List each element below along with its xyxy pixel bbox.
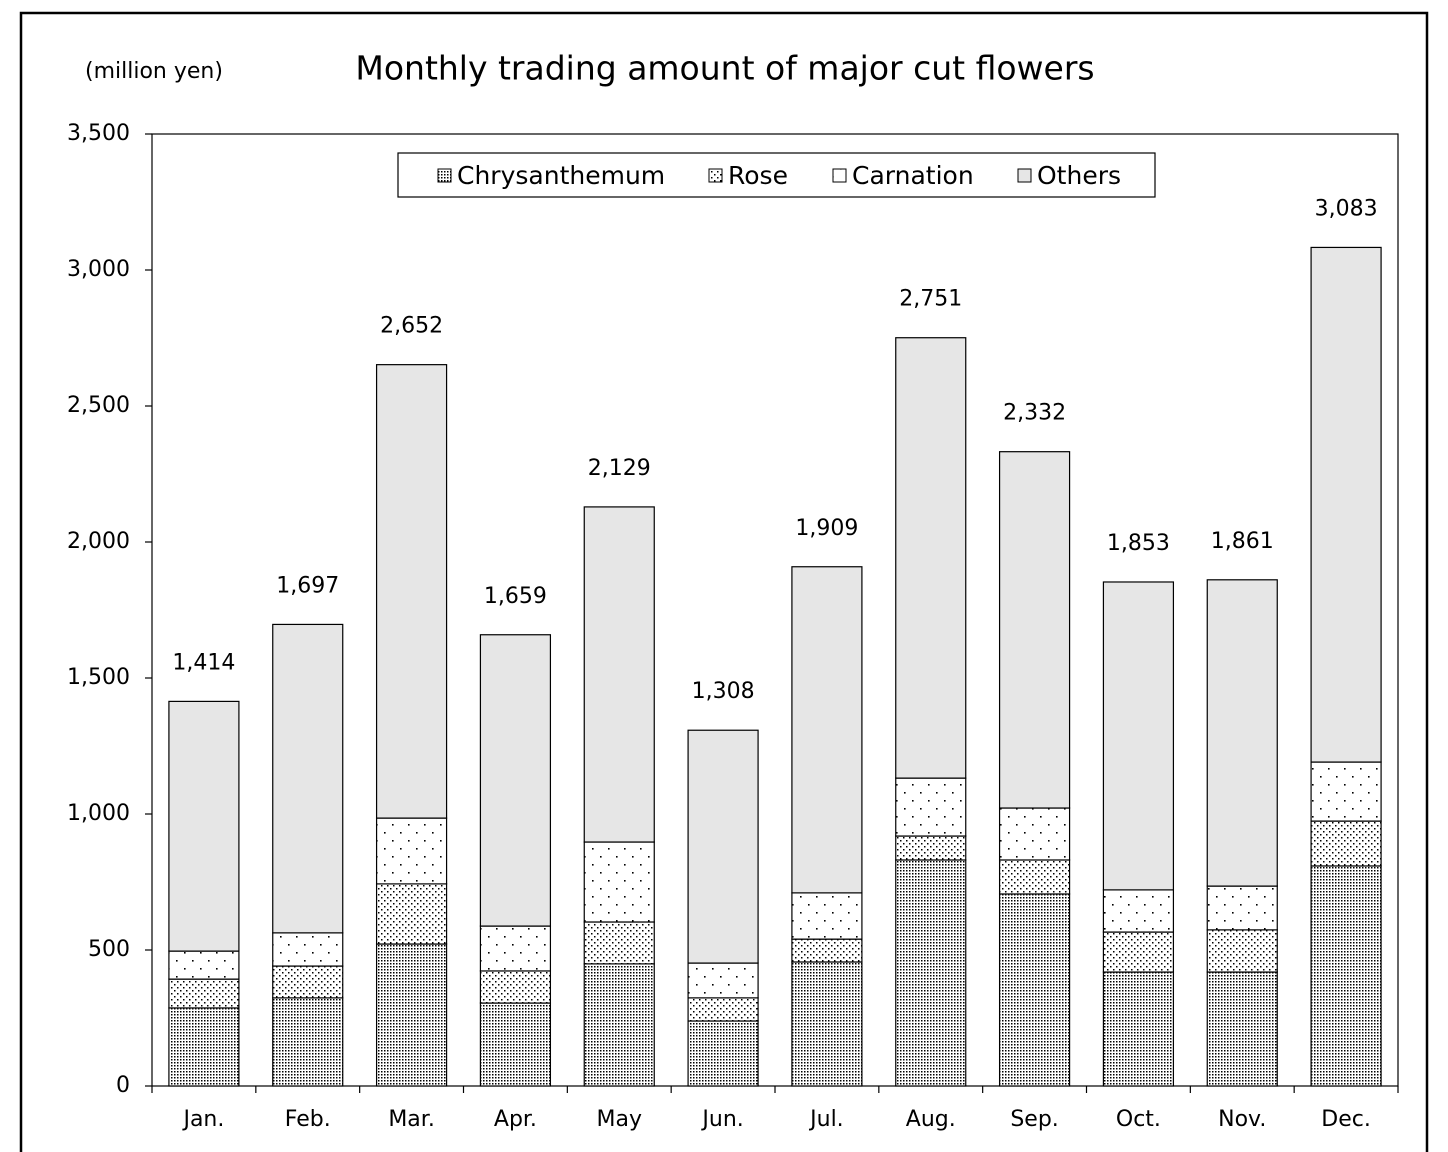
- x-tick-label: Oct.: [1116, 1107, 1161, 1132]
- bar-segment: [168, 1007, 240, 1087]
- chart-title: Monthly trading amount of major cut flow…: [355, 49, 1094, 88]
- bar-segment: [1310, 865, 1382, 1087]
- x-tick-label: Jan.: [181, 1107, 224, 1132]
- legend-swatch: [708, 168, 723, 183]
- bar-segment: [583, 921, 655, 965]
- legend-label: Chrysanthemum: [457, 161, 665, 190]
- total-label: 1,308: [692, 679, 755, 704]
- x-tick-label: Dec.: [1321, 1107, 1371, 1132]
- bar-segment: [168, 950, 240, 980]
- bar-segment: [1102, 971, 1175, 1087]
- bar-segment: [272, 623, 344, 934]
- bar-segment: [687, 997, 759, 1022]
- y-tick-label: 2,000: [67, 529, 130, 554]
- x-tick-label: Feb.: [285, 1107, 331, 1132]
- y-tick-label: 500: [88, 937, 130, 962]
- bar-segment: [998, 893, 1071, 1087]
- y-tick-label: 3,000: [67, 257, 130, 282]
- y-tick-label: 1,000: [67, 801, 130, 826]
- bar-segment: [168, 978, 240, 1009]
- y-unit: (million yen): [85, 59, 223, 84]
- total-label: 2,652: [380, 314, 443, 339]
- total-label: 1,659: [484, 584, 547, 609]
- total-label: 1,853: [1107, 531, 1170, 556]
- x-tick-label: Sep.: [1010, 1107, 1058, 1132]
- y-tick-label: 0: [116, 1073, 130, 1098]
- bar-segment: [895, 337, 967, 779]
- bar-segment: [375, 364, 448, 819]
- legend-swatch: [1017, 168, 1032, 183]
- bar-segment: [1310, 761, 1382, 822]
- bar-segment: [895, 859, 967, 1087]
- x-tick-label: Aug.: [906, 1107, 956, 1132]
- total-label: 1,414: [172, 650, 235, 675]
- bar-segment: [1206, 971, 1278, 1087]
- x-tick-label: May: [597, 1107, 642, 1132]
- total-label: 2,751: [899, 287, 962, 312]
- bar-segment: [791, 961, 863, 1087]
- bar-segment: [998, 451, 1071, 809]
- bar-segment: [583, 506, 655, 843]
- bar-segment: [1310, 246, 1382, 763]
- x-tick-label: Jul.: [808, 1107, 844, 1132]
- bar-segment: [998, 807, 1071, 861]
- total-label: 2,332: [1003, 401, 1066, 426]
- bar-segment: [998, 859, 1071, 895]
- total-label: 1,909: [795, 516, 858, 541]
- bar-segment: [583, 841, 655, 923]
- y-tick-label: 3,500: [67, 121, 130, 146]
- bar-segment: [272, 932, 344, 967]
- x-tick-label: Jun.: [700, 1107, 743, 1132]
- bar-segment: [583, 963, 655, 1087]
- total-label: 3,083: [1315, 196, 1378, 221]
- bar-segment: [272, 965, 344, 999]
- bar-segment: [687, 1020, 759, 1087]
- bar-segment: [168, 700, 240, 952]
- bar-segment: [1102, 581, 1175, 891]
- bar-segment: [791, 892, 863, 940]
- bar-segment: [479, 634, 552, 927]
- x-tick-label: Apr.: [494, 1107, 537, 1132]
- bar-segment: [1206, 929, 1278, 973]
- y-tick-label: 2,500: [67, 393, 130, 418]
- bar-segment: [791, 938, 863, 963]
- legend-swatch: [832, 168, 847, 183]
- bar-segment: [895, 835, 967, 861]
- bar-segment: [1206, 579, 1278, 887]
- bar-segment: [375, 883, 448, 945]
- total-label: 1,697: [276, 573, 339, 598]
- bar-segment: [687, 962, 759, 999]
- legend-label: Carnation: [852, 161, 974, 190]
- x-tick-label: Nov.: [1218, 1107, 1266, 1132]
- bar-segment: [1102, 931, 1175, 973]
- bar-segment: [687, 729, 759, 964]
- legend-label: Rose: [728, 161, 788, 190]
- bar-segment: [895, 777, 967, 837]
- bar-segment: [1310, 820, 1382, 867]
- bar-segment: [1206, 885, 1278, 931]
- legend-box: [397, 152, 1156, 198]
- total-label: 1,861: [1211, 529, 1274, 554]
- bar-segment: [1102, 889, 1175, 933]
- plot-area: [151, 133, 1399, 1087]
- legend-swatch: [437, 168, 452, 183]
- bar-segment: [479, 925, 552, 972]
- bar-segment: [479, 970, 552, 1004]
- x-tick-label: Mar.: [388, 1107, 434, 1132]
- bar-segment: [375, 817, 448, 885]
- y-tick-label: 1,500: [67, 665, 130, 690]
- bar-segment: [791, 566, 863, 894]
- legend-label: Others: [1037, 161, 1121, 190]
- bar-segment: [272, 997, 344, 1087]
- total-label: 2,129: [588, 456, 651, 481]
- bar-segment: [479, 1002, 552, 1087]
- bar-segment: [375, 943, 448, 1087]
